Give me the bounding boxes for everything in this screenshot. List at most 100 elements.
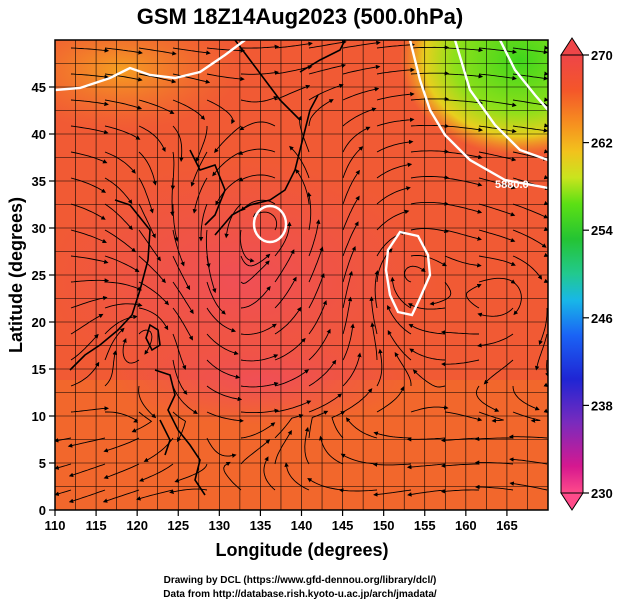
streamline bbox=[263, 456, 276, 491]
x-axis-ticks: 110 115 120 125 130 135 140 145 150 155 160 165 bbox=[45, 510, 518, 533]
streamline bbox=[240, 422, 276, 439]
streamline bbox=[308, 300, 327, 335]
streamline bbox=[136, 489, 174, 501]
streamline bbox=[477, 307, 514, 317]
colorbar-ticks: 270 262 254 246 238 230 bbox=[583, 48, 613, 501]
x-tick-label: 125 bbox=[167, 518, 189, 533]
y-tick-label: 5 bbox=[39, 456, 46, 471]
streamline bbox=[342, 245, 356, 283]
streamline bbox=[512, 385, 540, 411]
streamline bbox=[104, 229, 136, 253]
streamline bbox=[308, 40, 347, 49]
streamline bbox=[444, 255, 482, 268]
streamline bbox=[206, 411, 244, 423]
streamline bbox=[206, 333, 239, 356]
contour-low-ring bbox=[384, 230, 432, 317]
streamline bbox=[376, 139, 414, 153]
streamline bbox=[478, 255, 516, 266]
colorbar-top-arrow bbox=[560, 37, 584, 56]
y-axis-ticks: 0 5 10 15 20 25 30 35 40 45 bbox=[32, 80, 55, 518]
streamline bbox=[240, 253, 271, 267]
streamline bbox=[512, 411, 541, 423]
streamline bbox=[104, 327, 125, 361]
contour-label: 5880.0 bbox=[495, 179, 529, 191]
streamline bbox=[240, 96, 279, 103]
streamline bbox=[342, 87, 380, 101]
y-tick-label: 40 bbox=[32, 127, 46, 142]
colorbar-scale bbox=[560, 54, 584, 494]
streamline bbox=[410, 149, 450, 154]
streamline bbox=[369, 296, 378, 335]
streamline bbox=[465, 284, 482, 309]
streamline bbox=[274, 249, 295, 283]
streamline bbox=[239, 121, 276, 131]
streamline bbox=[342, 352, 362, 387]
streamline bbox=[238, 174, 276, 182]
streamline bbox=[224, 203, 242, 239]
streamline bbox=[70, 125, 109, 135]
streamline bbox=[308, 328, 331, 361]
cool-region-northwest bbox=[55, 40, 240, 130]
colorbar-tick-label: 262 bbox=[591, 136, 613, 151]
streamline bbox=[342, 296, 353, 335]
streamline bbox=[274, 413, 304, 439]
y-tick-label: 30 bbox=[32, 221, 46, 236]
colorbar-bottom-arrow bbox=[560, 492, 584, 511]
contour-5880-inner2 bbox=[498, 40, 548, 111]
streamline bbox=[390, 276, 412, 309]
y-axis-label: Latitude (degrees) bbox=[6, 197, 26, 353]
streamline bbox=[370, 322, 378, 361]
streamline bbox=[338, 488, 378, 493]
x-tick-label: 130 bbox=[208, 518, 230, 533]
streamline bbox=[138, 281, 170, 306]
colorbar-tick-label: 238 bbox=[591, 398, 613, 413]
streamline bbox=[373, 489, 412, 497]
streamline bbox=[172, 125, 184, 162]
x-tick-label: 135 bbox=[250, 518, 272, 533]
streamline bbox=[68, 489, 106, 504]
x-tick-label: 155 bbox=[414, 518, 436, 533]
streamline bbox=[308, 273, 325, 309]
streamline bbox=[478, 411, 504, 423]
streamline bbox=[138, 307, 169, 331]
x-tick-label: 160 bbox=[455, 518, 477, 533]
streamline bbox=[534, 333, 548, 371]
streamline bbox=[512, 281, 522, 316]
streamline bbox=[70, 333, 99, 361]
streamline bbox=[104, 47, 143, 55]
streamline bbox=[174, 463, 208, 483]
streamline bbox=[223, 461, 242, 491]
streamline bbox=[410, 96, 450, 102]
streamline bbox=[206, 281, 226, 315]
streamline bbox=[70, 361, 100, 387]
x-tick-label: 145 bbox=[332, 518, 354, 533]
streamline bbox=[206, 99, 236, 125]
streamline bbox=[105, 411, 139, 423]
streamline bbox=[410, 175, 450, 180]
streamline bbox=[308, 410, 329, 439]
streamline bbox=[444, 203, 483, 214]
islands-philippines bbox=[154, 369, 206, 496]
streamline bbox=[274, 430, 292, 465]
streamline bbox=[206, 385, 243, 402]
streamline bbox=[374, 270, 379, 309]
streamline bbox=[512, 99, 548, 108]
credit-line-2: Data from http://database.rish.kyoto-u.a… bbox=[163, 589, 437, 600]
streamline bbox=[376, 348, 383, 387]
streamline bbox=[404, 265, 426, 283]
streamline bbox=[429, 281, 452, 306]
streamline bbox=[478, 277, 516, 284]
streamline bbox=[240, 260, 270, 284]
streamline bbox=[206, 437, 237, 458]
streamline bbox=[104, 73, 143, 82]
y-tick-label: 45 bbox=[32, 80, 46, 95]
streamline bbox=[483, 359, 514, 385]
y-tick-label: 35 bbox=[32, 174, 46, 189]
streamline bbox=[138, 125, 166, 153]
streamline bbox=[172, 307, 193, 341]
streamline bbox=[198, 203, 208, 242]
x-tick-label: 110 bbox=[45, 518, 66, 533]
streamline bbox=[172, 359, 188, 395]
streamline bbox=[70, 151, 108, 164]
streamline bbox=[240, 199, 276, 212]
